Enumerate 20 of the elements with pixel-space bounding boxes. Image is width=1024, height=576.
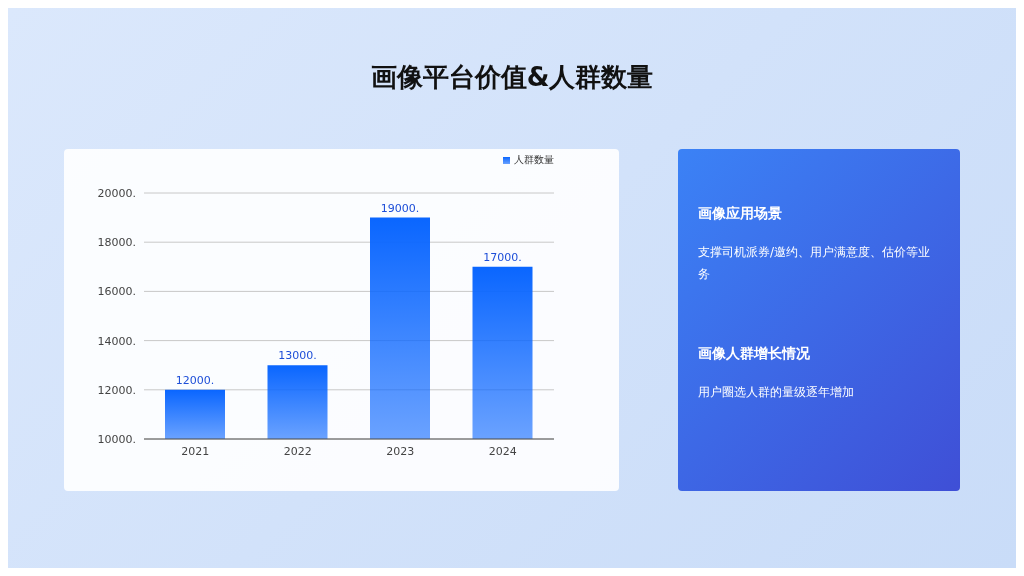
text: 画像应用场景 <box>698 205 783 223</box>
text: 画像人群增长情况 <box>698 345 811 363</box>
y-tick-label: 14000. <box>97 334 136 348</box>
x-tick-label: 2023 <box>386 444 415 458</box>
data-label: 19000. <box>380 201 420 215</box>
text: 用户圈选人群的量级逐年增加 <box>698 384 855 401</box>
y-tick-label: 16000. <box>97 285 136 299</box>
y-tick-label: 10000. <box>97 432 136 446</box>
y-tick-label: 18000. <box>97 236 136 250</box>
chart-title: 画像平台价值&人群数量 <box>369 61 655 94</box>
y-tick-label: 12000. <box>97 383 136 397</box>
data-label: 17000. <box>483 250 522 264</box>
x-tick-label: 2022 <box>283 444 312 458</box>
text: 支撑司机派券/邀约、用户满意度、估价等业务 <box>698 244 932 283</box>
x-tick-label: 2024 <box>488 444 517 458</box>
data-label: 13000. <box>278 349 317 363</box>
y-tick-label: 20000. <box>97 186 136 200</box>
x-tick-label: 2021 <box>181 444 210 458</box>
legend-label: 人群数量 <box>514 154 554 165</box>
data-label: 12000. <box>175 373 215 387</box>
